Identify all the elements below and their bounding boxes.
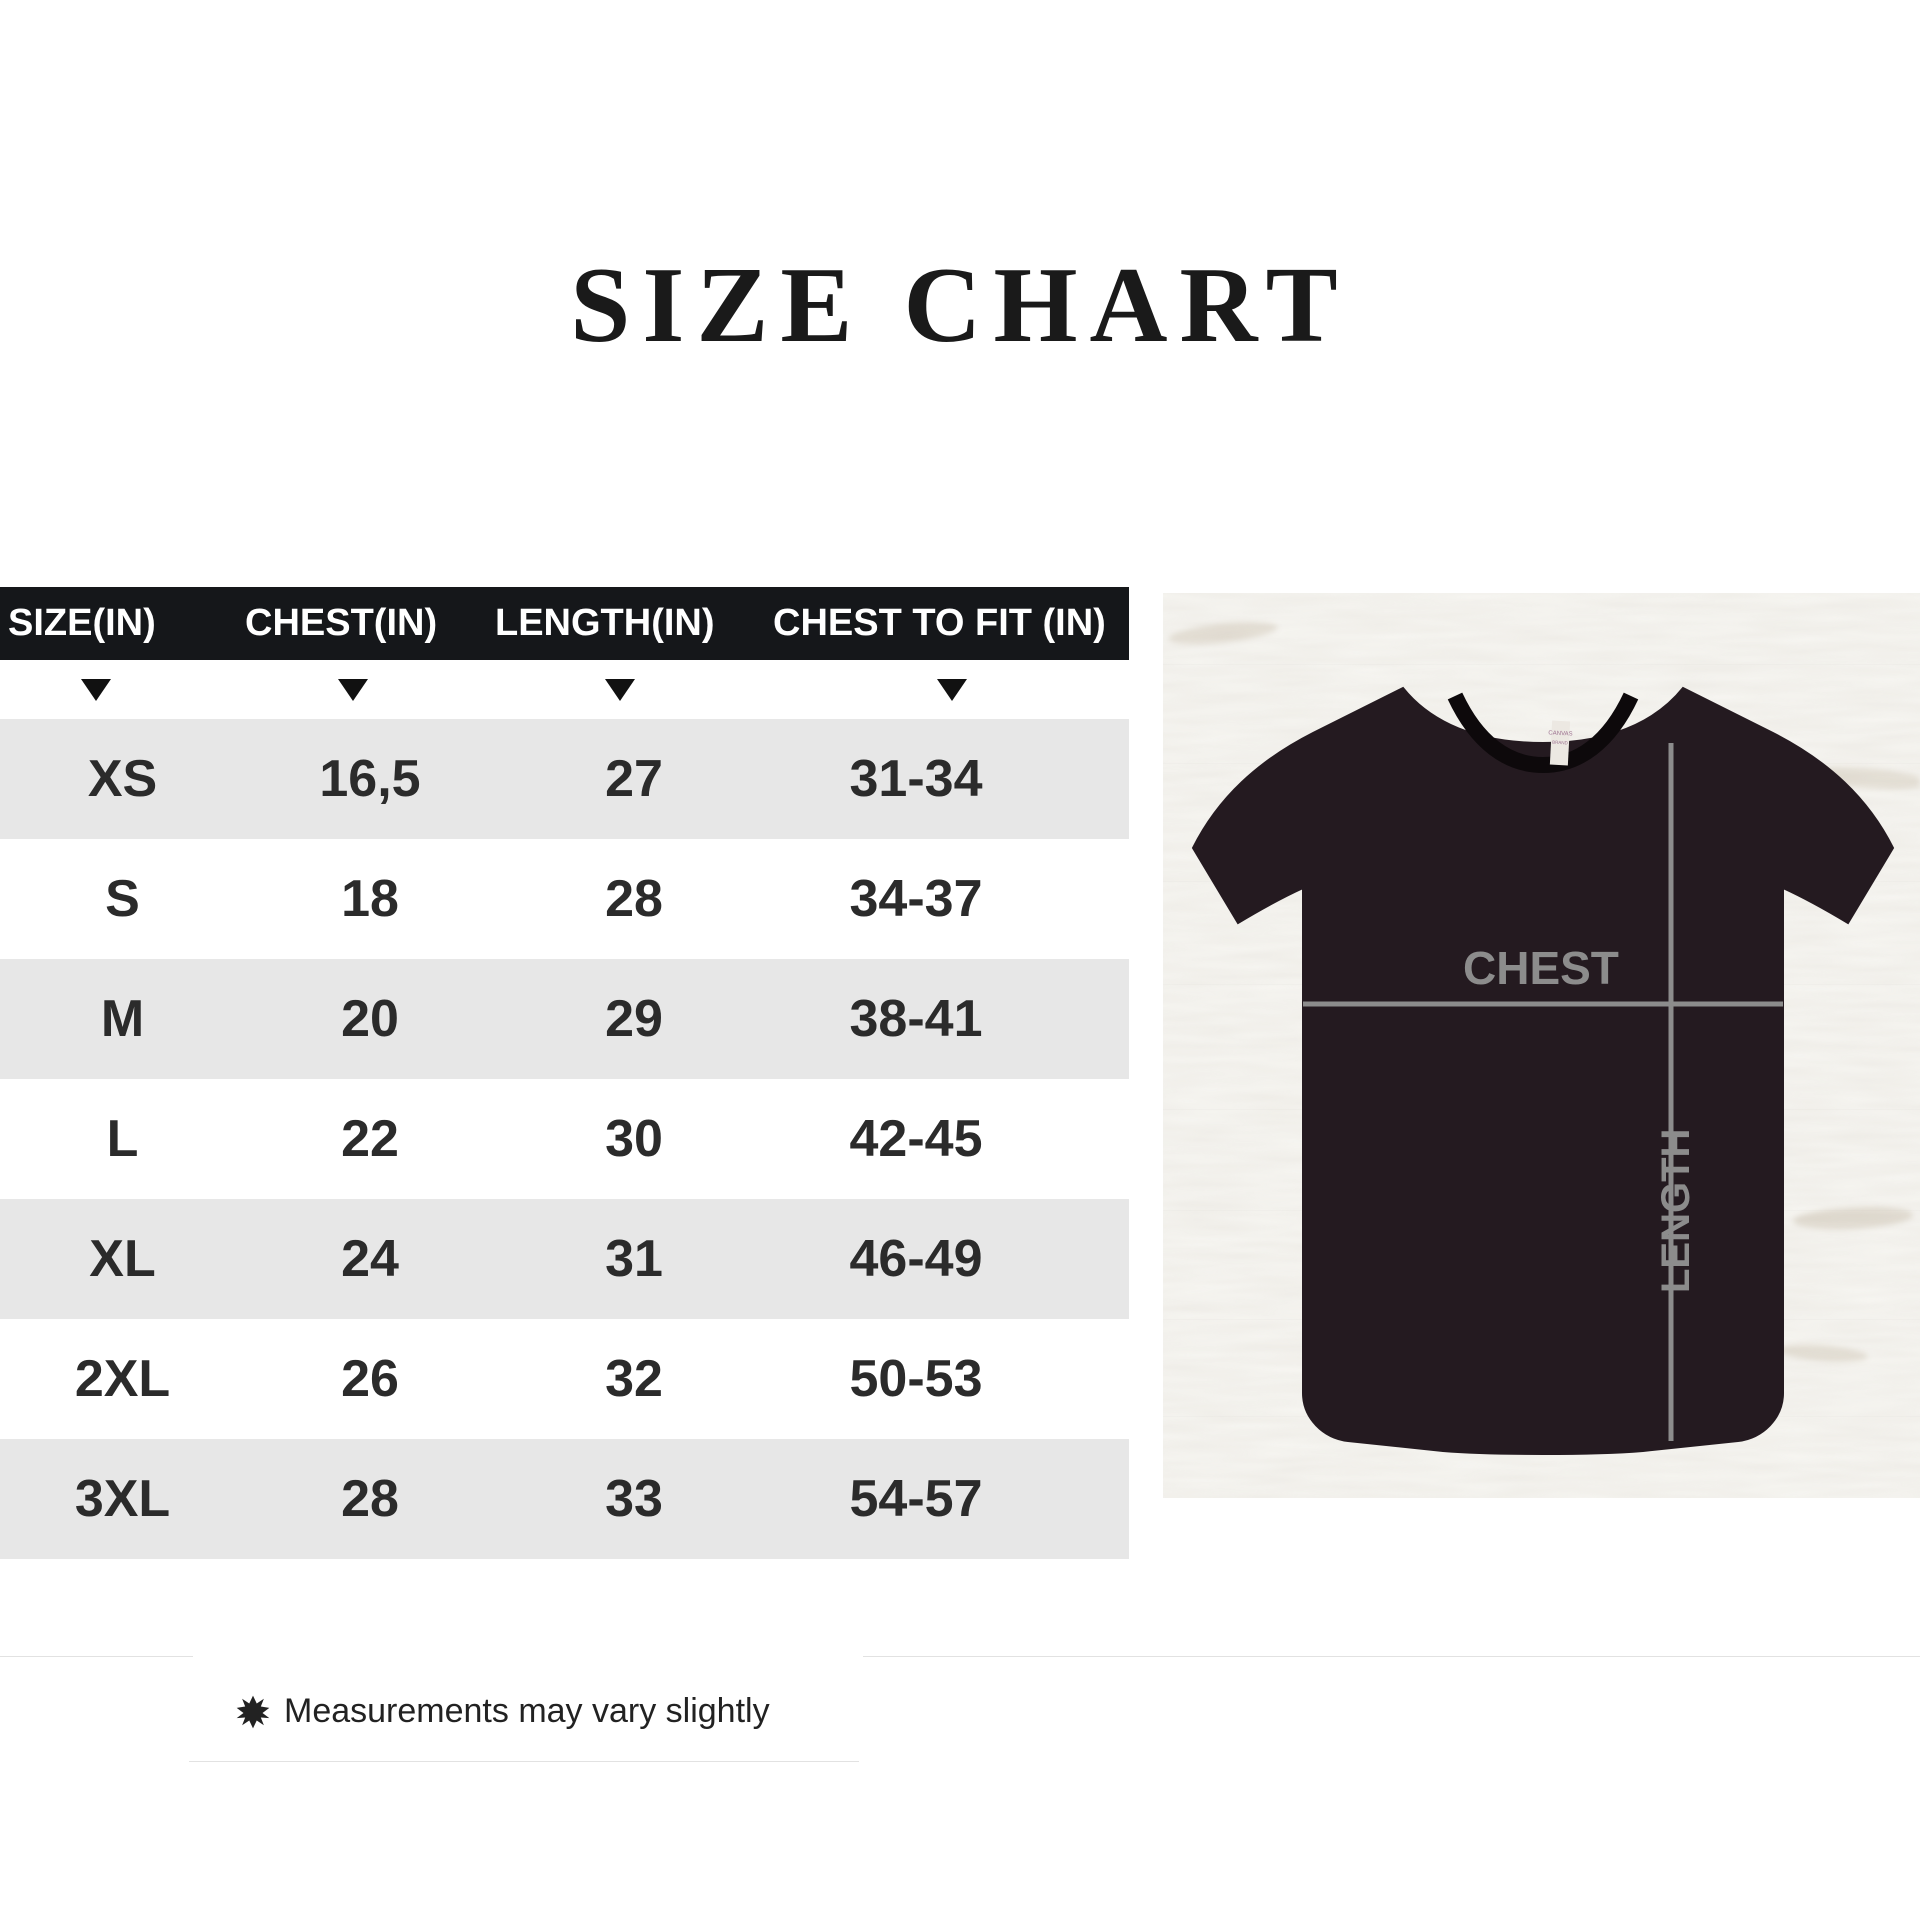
svg-text:BRAND: BRAND <box>1552 740 1569 746</box>
svg-text:CANVAS: CANVAS <box>1548 730 1573 737</box>
svg-text:CHEST: CHEST <box>1463 942 1619 994</box>
svg-text:LENGTH: LENGTH <box>1654 1129 1698 1293</box>
